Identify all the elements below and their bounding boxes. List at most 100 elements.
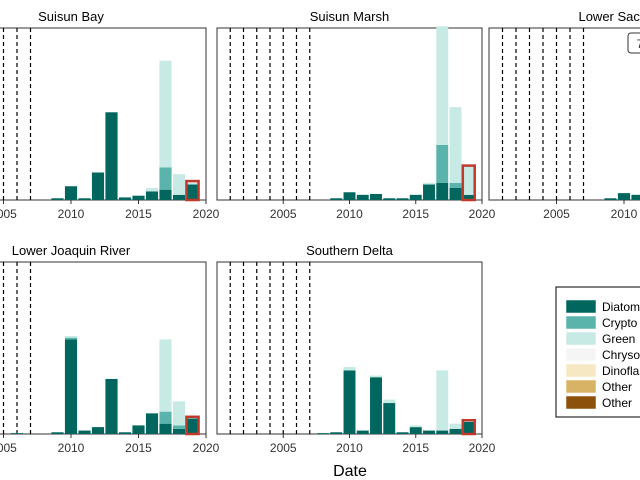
legend-swatch <box>565 379 597 394</box>
x-tick-label: 2010 <box>336 207 363 221</box>
bar-segment <box>118 197 132 200</box>
x-tick-label: 2005 <box>543 207 570 221</box>
bar-segment <box>436 182 449 200</box>
bar-segment <box>91 427 105 434</box>
legend: Diatom Crypto Green Chryso Dinofla Other Other <box>555 286 640 418</box>
bar-segment <box>64 186 78 200</box>
bar-segment <box>356 430 369 434</box>
panel-title: Suisun Marsh <box>310 9 389 24</box>
bar-segment <box>159 167 172 190</box>
x-tick-label: 2005 <box>270 207 297 221</box>
annotation-box <box>627 32 640 54</box>
bar-segment <box>423 430 435 434</box>
bar-segment <box>436 26 449 145</box>
bar-segment <box>462 194 475 200</box>
bar-segment <box>462 165 475 195</box>
bar-segment <box>423 182 435 185</box>
bar-segment <box>186 182 199 185</box>
bar-segment <box>409 427 422 434</box>
x-tick-label: 2020 <box>469 207 496 221</box>
bar-segment <box>172 174 186 195</box>
legend-swatch <box>565 331 597 346</box>
bar-segment <box>370 377 382 434</box>
bar-segment <box>145 191 159 200</box>
bar-segment <box>172 194 186 200</box>
x-tick-label: 2015 <box>402 207 429 221</box>
highlight-outline <box>185 179 200 202</box>
legend-label: Other <box>602 380 632 394</box>
legend-label: Dinofla <box>602 364 640 378</box>
bar-segment <box>462 421 475 434</box>
panel-title: Suisun Bay <box>38 9 104 24</box>
highlight-outline <box>185 415 200 436</box>
bar-segment <box>317 433 329 434</box>
bar-segment <box>383 403 396 434</box>
bar-segment <box>436 430 449 434</box>
bar-segment <box>343 370 356 434</box>
x-tick-label: 2005 <box>0 441 17 455</box>
legend-label: Crypto <box>602 316 638 330</box>
legend-label: Diatom <box>602 300 640 314</box>
x-tick-label: 2010 <box>336 441 363 455</box>
bar-segment <box>159 189 172 200</box>
panel-4: Lower Joaquin River 2005 2010 2015 2020 <box>0 243 220 455</box>
bar-segment <box>51 198 64 200</box>
bar-segment <box>617 193 631 200</box>
panel-1: Suisun Bay 2005 2010 2015 2020 <box>0 9 220 221</box>
bar-segment <box>449 423 462 429</box>
legend-swatch <box>565 363 597 378</box>
bar-segment <box>383 198 396 200</box>
x-tick-label: 2010 <box>58 207 85 221</box>
bar-segment <box>64 339 78 434</box>
x-tick-label: 2015 <box>125 441 152 455</box>
bar-segment <box>396 198 409 200</box>
bar-segment <box>10 433 24 434</box>
legend-label: Other <box>602 396 632 410</box>
bar-segment <box>159 411 172 424</box>
x-axis-label: Date <box>333 463 367 480</box>
panel-5: Southern Delta 2005 2010 2015 2020 <box>216 243 496 455</box>
bar-segment <box>172 428 186 434</box>
bar-segment <box>51 432 64 434</box>
bar-segment <box>436 144 449 183</box>
x-tick-label: 2005 <box>270 441 297 455</box>
bar-segment <box>145 413 159 434</box>
bar-segment <box>78 430 91 434</box>
bar-segment <box>436 370 449 431</box>
legend-swatch <box>565 395 597 410</box>
bar-segment <box>396 432 409 434</box>
panel-frame <box>0 27 207 201</box>
legend-swatch <box>565 347 597 362</box>
bar-segment <box>409 194 422 200</box>
bar-segment <box>449 428 462 434</box>
bar-segment <box>186 418 199 434</box>
bar-segment <box>78 198 91 200</box>
bar-segment <box>356 194 369 200</box>
bar-segment <box>132 195 145 200</box>
panel-frame <box>0 261 207 435</box>
bar-segment <box>330 198 343 200</box>
bar-segment <box>409 425 422 428</box>
panel-frame <box>488 27 640 201</box>
bar-segment <box>105 378 118 434</box>
x-tick-label: 2020 <box>469 441 496 455</box>
x-tick-label: 2010 <box>58 441 85 455</box>
bar-segment <box>172 401 186 426</box>
bar-segment <box>383 399 396 404</box>
legend-swatch <box>565 299 597 314</box>
bar-segment <box>145 187 159 192</box>
bar-segment <box>132 425 145 434</box>
panel-2: Suisun Marsh 2005 2010 2015 2020 <box>216 9 496 221</box>
bar-segment <box>64 335 78 338</box>
x-tick-label: 2020 <box>193 207 220 221</box>
x-tick-label: 2015 <box>125 207 152 221</box>
bar-segment <box>449 187 462 200</box>
panel-title: Southern Delta <box>306 243 393 258</box>
bar-segment <box>159 423 172 434</box>
bar-segment <box>343 366 356 371</box>
x-tick-label: 2020 <box>193 441 220 455</box>
bar-segment <box>91 172 105 200</box>
bar-segment <box>449 182 462 188</box>
bar-segment <box>105 112 118 200</box>
